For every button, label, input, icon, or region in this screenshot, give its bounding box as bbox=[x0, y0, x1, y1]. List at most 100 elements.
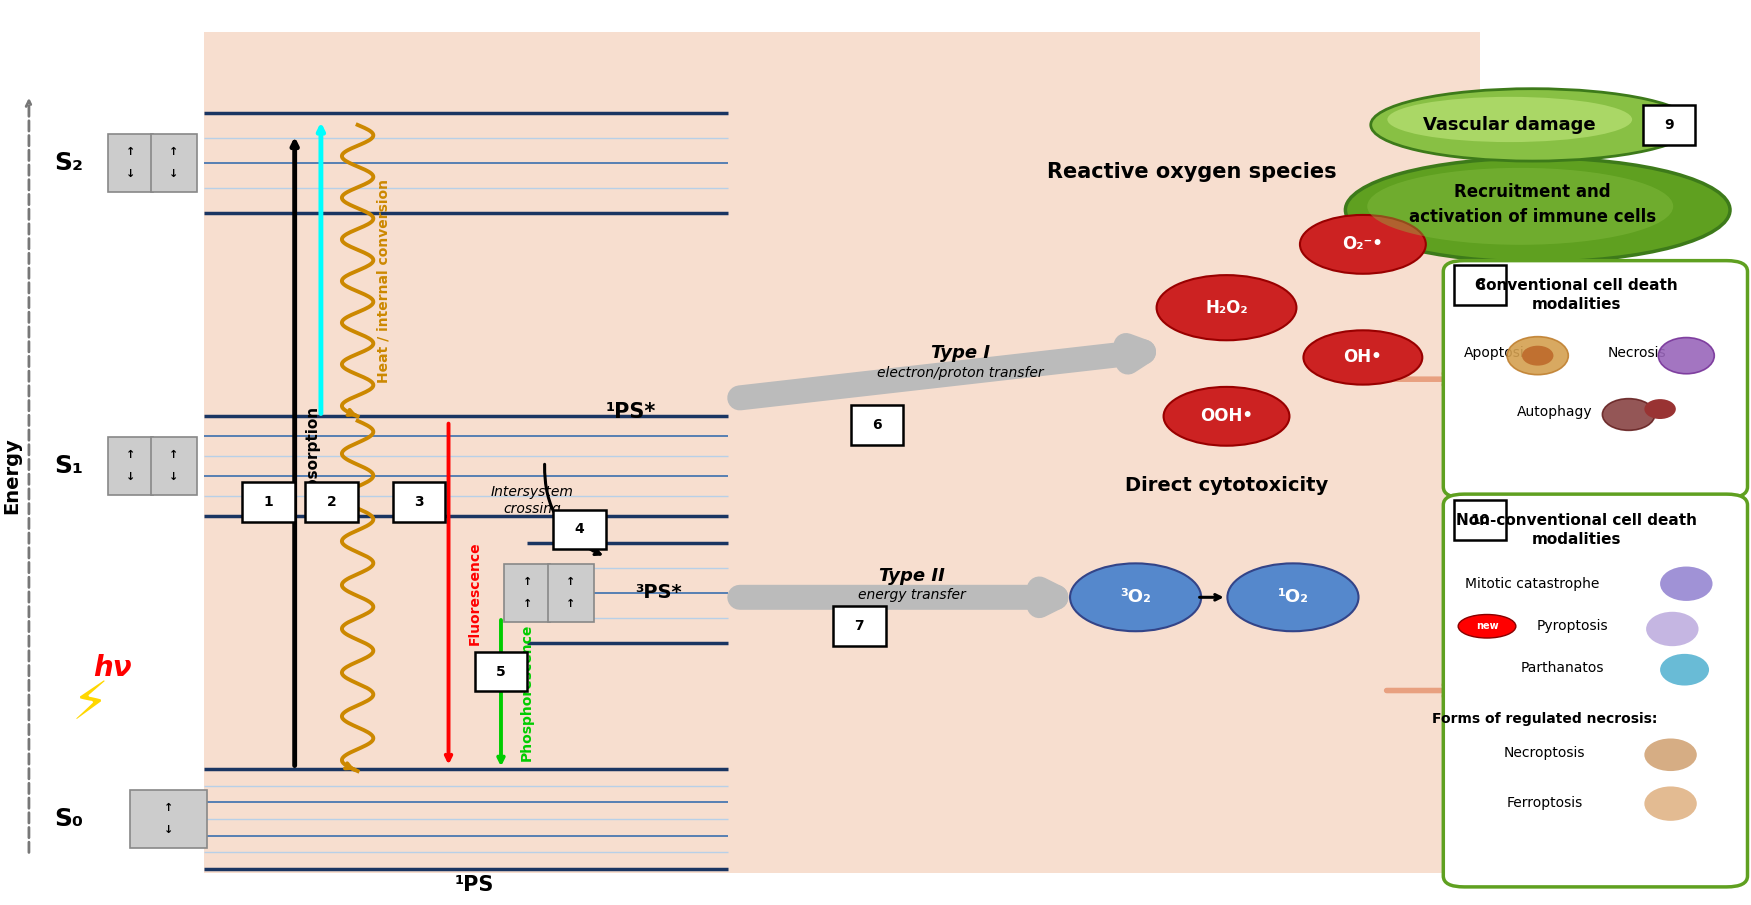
Text: Energy: Energy bbox=[2, 437, 21, 513]
FancyBboxPatch shape bbox=[851, 405, 904, 445]
Ellipse shape bbox=[1459, 614, 1516, 638]
Text: 9: 9 bbox=[1663, 118, 1674, 132]
Text: ⚡: ⚡ bbox=[72, 678, 109, 730]
Text: Type I: Type I bbox=[932, 344, 991, 362]
FancyBboxPatch shape bbox=[242, 482, 294, 522]
FancyBboxPatch shape bbox=[151, 134, 196, 192]
Text: Parthanatos: Parthanatos bbox=[1520, 661, 1604, 675]
Text: ↑: ↑ bbox=[165, 803, 173, 814]
FancyBboxPatch shape bbox=[475, 652, 527, 691]
FancyBboxPatch shape bbox=[1443, 261, 1747, 498]
Text: ↓: ↓ bbox=[126, 472, 135, 482]
Text: Recruitment and
activation of immune cells: Recruitment and activation of immune cel… bbox=[1410, 183, 1656, 226]
FancyBboxPatch shape bbox=[1443, 494, 1747, 887]
Bar bbox=[203, 32, 1480, 873]
Text: ↑: ↑ bbox=[170, 450, 179, 461]
Text: Phosphorescence: Phosphorescence bbox=[520, 624, 534, 761]
Text: ↑: ↑ bbox=[566, 598, 576, 609]
Text: Non-conventional cell death
modalities: Non-conventional cell death modalities bbox=[1455, 513, 1697, 548]
Text: 1: 1 bbox=[264, 495, 273, 510]
Text: 3: 3 bbox=[413, 495, 424, 510]
Text: Type II: Type II bbox=[879, 567, 946, 586]
Text: Absorption: Absorption bbox=[306, 405, 322, 500]
Text: ↑: ↑ bbox=[126, 450, 135, 461]
Text: S₀: S₀ bbox=[54, 807, 84, 831]
Ellipse shape bbox=[1387, 97, 1632, 142]
Ellipse shape bbox=[1227, 563, 1359, 632]
FancyBboxPatch shape bbox=[504, 564, 550, 622]
Text: Pyroptosis: Pyroptosis bbox=[1537, 619, 1609, 634]
Text: Apoptosis: Apoptosis bbox=[1464, 346, 1532, 360]
Text: Heat / internal conversion: Heat / internal conversion bbox=[376, 178, 390, 383]
FancyBboxPatch shape bbox=[151, 437, 196, 495]
Text: ¹PS: ¹PS bbox=[455, 875, 494, 895]
Text: ↑: ↑ bbox=[126, 147, 135, 157]
FancyBboxPatch shape bbox=[305, 482, 357, 522]
Text: new: new bbox=[1476, 621, 1499, 632]
Text: OOH•: OOH• bbox=[1199, 407, 1254, 425]
Text: S₂: S₂ bbox=[54, 151, 84, 175]
Text: ↑: ↑ bbox=[566, 576, 576, 587]
Text: 5: 5 bbox=[496, 664, 506, 679]
Text: ↑: ↑ bbox=[170, 147, 179, 157]
Ellipse shape bbox=[1602, 398, 1655, 430]
Ellipse shape bbox=[1644, 738, 1697, 771]
Text: 8: 8 bbox=[1474, 278, 1485, 292]
Text: H₂O₂: H₂O₂ bbox=[1205, 299, 1248, 317]
Text: OH•: OH• bbox=[1343, 348, 1382, 367]
FancyBboxPatch shape bbox=[107, 437, 152, 495]
Ellipse shape bbox=[1658, 338, 1714, 374]
Ellipse shape bbox=[1660, 567, 1712, 601]
Ellipse shape bbox=[1371, 89, 1695, 161]
Ellipse shape bbox=[1644, 786, 1697, 821]
Text: 10: 10 bbox=[1471, 513, 1490, 528]
FancyBboxPatch shape bbox=[1453, 500, 1506, 540]
Text: Reactive oxygen species: Reactive oxygen species bbox=[1047, 162, 1336, 182]
Text: electron/proton transfer: electron/proton transfer bbox=[877, 366, 1044, 380]
Ellipse shape bbox=[1646, 612, 1698, 646]
Text: Vascular damage: Vascular damage bbox=[1424, 116, 1597, 134]
Text: Direct cytotoxicity: Direct cytotoxicity bbox=[1124, 477, 1329, 495]
Text: 6: 6 bbox=[872, 418, 883, 433]
Text: Conventional cell death
modalities: Conventional cell death modalities bbox=[1474, 278, 1677, 312]
Ellipse shape bbox=[1345, 157, 1730, 262]
FancyBboxPatch shape bbox=[107, 134, 152, 192]
FancyBboxPatch shape bbox=[553, 510, 606, 549]
FancyBboxPatch shape bbox=[833, 606, 886, 646]
Text: Autophagy: Autophagy bbox=[1518, 405, 1593, 419]
Text: Intersystem
crossing: Intersystem crossing bbox=[490, 485, 574, 516]
FancyBboxPatch shape bbox=[1453, 265, 1506, 305]
Text: Fluorescence: Fluorescence bbox=[468, 541, 482, 644]
Text: Ferroptosis: Ferroptosis bbox=[1506, 795, 1583, 810]
Text: ¹O₂: ¹O₂ bbox=[1278, 588, 1308, 606]
Ellipse shape bbox=[1522, 346, 1553, 366]
Text: S₁: S₁ bbox=[54, 454, 84, 478]
Text: Necroptosis: Necroptosis bbox=[1504, 746, 1585, 760]
FancyBboxPatch shape bbox=[548, 564, 594, 622]
Ellipse shape bbox=[1508, 337, 1569, 375]
Ellipse shape bbox=[1164, 386, 1289, 445]
Text: energy transfer: energy transfer bbox=[858, 587, 967, 602]
Text: 4: 4 bbox=[574, 522, 585, 537]
Ellipse shape bbox=[1660, 653, 1709, 686]
Text: O₂⁻•: O₂⁻• bbox=[1343, 235, 1383, 253]
Text: 2: 2 bbox=[326, 495, 336, 510]
FancyBboxPatch shape bbox=[392, 482, 445, 522]
Text: ↓: ↓ bbox=[170, 168, 179, 179]
FancyBboxPatch shape bbox=[130, 790, 207, 848]
Text: 7: 7 bbox=[854, 619, 865, 634]
Ellipse shape bbox=[1070, 563, 1201, 632]
Ellipse shape bbox=[1299, 214, 1425, 273]
Ellipse shape bbox=[1644, 399, 1676, 419]
Text: ³PS*: ³PS* bbox=[636, 584, 683, 602]
Text: ³O₂: ³O₂ bbox=[1121, 588, 1150, 606]
FancyBboxPatch shape bbox=[1642, 105, 1695, 145]
Ellipse shape bbox=[1368, 168, 1674, 244]
Text: ↑: ↑ bbox=[522, 576, 532, 587]
Text: Forms of regulated necrosis:: Forms of regulated necrosis: bbox=[1432, 712, 1658, 727]
Text: Necrosis: Necrosis bbox=[1607, 346, 1667, 360]
Text: Mitotic catastrophe: Mitotic catastrophe bbox=[1466, 576, 1600, 591]
Text: ¹PS*: ¹PS* bbox=[606, 402, 657, 422]
Ellipse shape bbox=[1157, 275, 1296, 340]
Text: ↓: ↓ bbox=[126, 168, 135, 179]
